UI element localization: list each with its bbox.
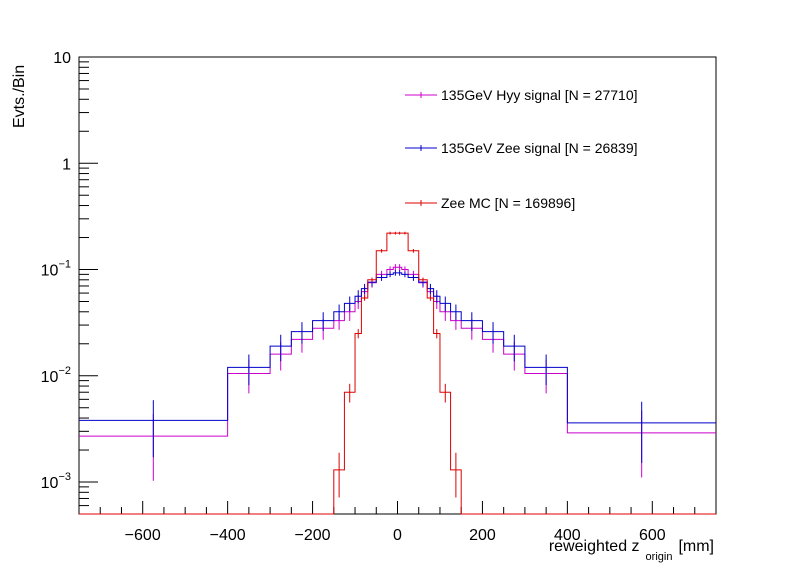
x-axis-title-unit: [mm] xyxy=(678,538,714,555)
x-axis-title: reweighted z origin [mm] xyxy=(549,538,714,563)
series-2 xyxy=(79,231,716,515)
x-tick-label: 400 xyxy=(554,527,581,544)
legend-zee-signal-label: 135GeV Zee signal [N = 26839] xyxy=(441,140,638,156)
x-tick-label: 200 xyxy=(469,527,496,544)
frame xyxy=(78,56,717,515)
x-tick-label: −200 xyxy=(295,527,331,544)
y-tick-label: 10−3 xyxy=(41,471,71,492)
legend-zee-mc-label: Zee MC [N = 169896] xyxy=(441,195,575,211)
axis-ticks: −600 −400 −200 0 200 400 600 10 1 10−1 10−2 10−3 xyxy=(41,50,696,544)
x-tick-label: 600 xyxy=(639,527,666,544)
x-axis-title-subscript: origin xyxy=(646,551,673,563)
x-tick-label: −600 xyxy=(125,527,161,544)
series-line xyxy=(79,272,716,424)
series-line xyxy=(79,266,716,437)
legend-hyy-label: 135GeV Hyy signal [N = 27710] xyxy=(441,87,638,103)
y-tick-label: 1 xyxy=(62,156,71,173)
series-0 xyxy=(79,264,716,481)
x-axis-title-main: reweighted z xyxy=(549,538,640,555)
legend-entry-zee-mc: Zee MC [N = 169896] xyxy=(405,195,575,211)
legend-entry-zee-signal: 135GeV Zee signal [N = 26839] xyxy=(405,140,638,156)
series-1 xyxy=(79,270,716,463)
y-tick-label: 10−1 xyxy=(41,259,71,280)
series-line xyxy=(79,232,716,515)
series-layer xyxy=(79,231,716,515)
y-tick-label: 10 xyxy=(53,50,71,67)
x-tick-label: 0 xyxy=(393,527,402,544)
y-axis-title: Evts./Bin xyxy=(11,65,28,128)
x-tick-label: −400 xyxy=(210,527,246,544)
legend-entry-hyy: 135GeV Hyy signal [N = 27710] xyxy=(405,87,638,103)
y-tick-label: 10−2 xyxy=(41,365,71,386)
legend: 135GeV Hyy signal [N = 27710] 135GeV Zee… xyxy=(405,87,638,211)
